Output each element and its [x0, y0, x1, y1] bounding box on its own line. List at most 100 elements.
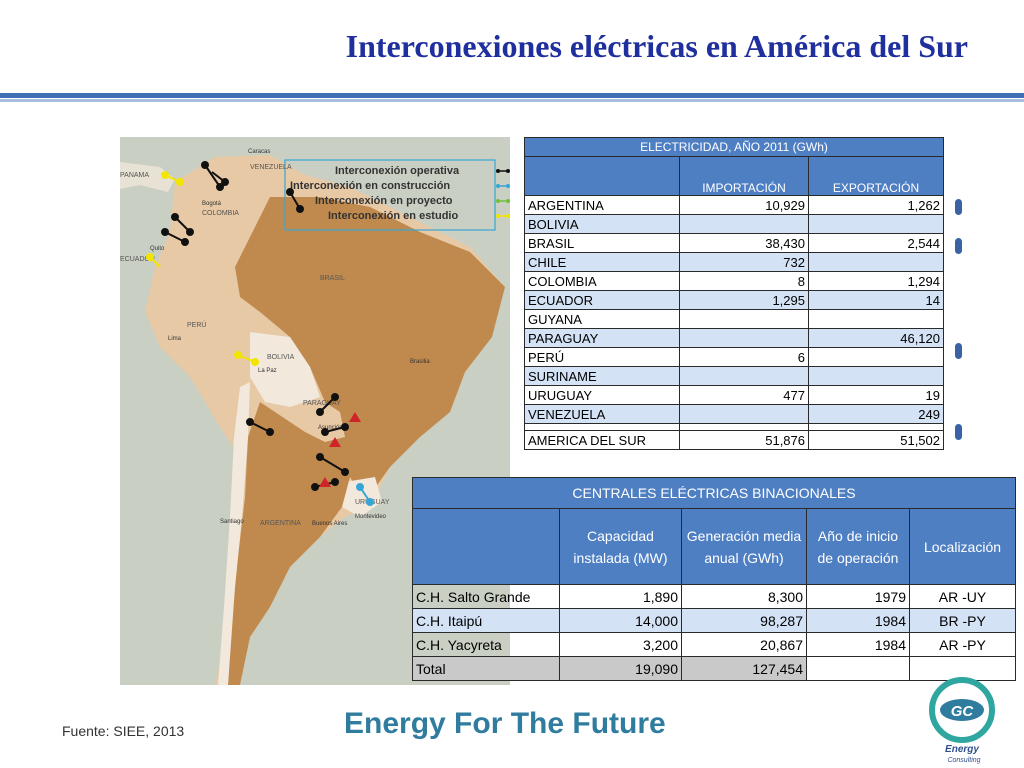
logo-word-consulting: Consulting [947, 757, 980, 764]
plant-name-cell: C.H. Salto Grande [412, 584, 560, 609]
electricity-country-cell: PARAGUAY [524, 328, 680, 348]
electricity-table-title-row: ELECTRICIDAD, AÑO 2011 (GWh) [524, 137, 944, 157]
electricity-import-cell: 8 [679, 271, 809, 291]
map-legend-box [284, 159, 496, 231]
electricity-import-cell: 38,430 [679, 233, 809, 253]
map-label-colombia: COLOMBIA [202, 210, 239, 217]
plant-capacity-cell: 14,000 [559, 608, 682, 633]
electricity-total-import: 51,876 [679, 430, 809, 450]
map-label-bolivia: BOLIVIA [267, 354, 295, 361]
map-chile [218, 382, 250, 685]
electricity-export-cell [808, 309, 944, 329]
electricity-country-cell: CHILE [524, 252, 680, 272]
row-marker [955, 343, 962, 359]
electricity-table-row: BRASIL 38,430 2,544 [524, 233, 944, 253]
plants-total-year [806, 656, 910, 681]
electricity-export-cell [808, 214, 944, 234]
map-city-brasilia: Brasilia [410, 359, 430, 365]
plants-col-location: Localización [909, 508, 1016, 585]
electricity-table-row: VENEZUELA 249 [524, 404, 944, 424]
map-city-lima: Lima [168, 336, 182, 342]
logo-ring [929, 677, 995, 743]
plant-location-cell: AR -PY [909, 632, 1016, 657]
plant-capacity-cell: 3,200 [559, 632, 682, 657]
electricity-import-cell [679, 404, 809, 424]
plants-table-row: C.H. Itaipú 14,000 98,287 1984 BR -PY [412, 608, 1016, 633]
logo-badge [940, 699, 984, 721]
electricity-country-cell: BRASIL [524, 233, 680, 253]
row-marker [955, 424, 962, 440]
map-city-buenos-aires: Buenos Aires [312, 521, 347, 527]
plant-year-cell: 1984 [806, 608, 910, 633]
plant-name-cell: C.H. Yacyreta [412, 632, 560, 657]
map-central-america [120, 162, 175, 192]
electricity-country-cell: BOLIVIA [524, 214, 680, 234]
legend-construccion-symbol [496, 184, 510, 188]
electricity-import-cell [679, 328, 809, 348]
title-divider-light [0, 99, 1024, 102]
plants-table-total-row: Total 19,090 127,454 [412, 656, 1016, 681]
electricity-table-row: SURINAME [524, 366, 944, 386]
electricity-country-cell: GUYANA [524, 309, 680, 329]
electricity-table-body: ARGENTINA 10,929 1,262 BOLIVIA BRASIL 38,430 2… [524, 195, 944, 424]
electricity-country-cell: ARGENTINA [524, 195, 680, 215]
electricity-export-cell: 46,120 [808, 328, 944, 348]
electricity-export-cell: 19 [808, 385, 944, 405]
plants-table-header-row: Capacidad instalada (MW) Generación media… [412, 508, 1016, 585]
map-label-peru: PERÚ [187, 320, 206, 329]
source-note: Fuente: SIEE, 2013 [62, 723, 185, 739]
legend-construccion-label: Interconexión en construcción [290, 180, 450, 192]
legend-operativa-symbol [496, 169, 510, 173]
plant-year-cell: 1979 [806, 584, 910, 609]
map-city-asuncion: Asunción [318, 425, 343, 431]
plant-year-cell: 1984 [806, 632, 910, 657]
map-brasil [235, 197, 505, 502]
plants-table-row: C.H. Yacyreta 3,200 20,867 1984 AR -PY [412, 632, 1016, 657]
electricity-import-cell [679, 366, 809, 386]
electricity-table-row: BOLIVIA [524, 214, 944, 234]
plant-name-cell: C.H. Itaipú [412, 608, 560, 633]
map-uruguay [342, 477, 382, 517]
legend-proyecto-symbol [496, 199, 510, 203]
plants-table-title-row: CENTRALES ELÉCTRICAS BINACIONALES [412, 477, 1016, 509]
plants-total-label: Total [412, 656, 560, 681]
electricity-table-row: PERÚ 6 [524, 347, 944, 367]
electricity-total-label: AMERICA DEL SUR [524, 430, 680, 450]
binational-plants-markers [319, 412, 361, 487]
map-label-panama: PANAMA [120, 172, 149, 179]
south-america-interconnection-map: Interconexión operativa Interconexión en… [120, 137, 510, 685]
map-city-bogota: Bogotá [202, 201, 222, 207]
logo-letters: GC [951, 703, 975, 720]
electricity-export-cell: 14 [808, 290, 944, 310]
map-label-venezuela: VENEZUELA [250, 164, 292, 171]
electricity-table-row: ECUADOR 1,295 14 [524, 290, 944, 310]
legend-proyecto-label: Interconexión en proyecto [315, 195, 453, 207]
binational-plants-table: CENTRALES ELÉCTRICAS BINACIONALES Capaci… [412, 477, 1016, 681]
electricity-col-country [524, 156, 680, 196]
map-label-argentina: ARGENTINA [260, 520, 301, 527]
map-argentina [228, 402, 350, 685]
electricity-import-cell: 6 [679, 347, 809, 367]
electricity-table-total-row: AMERICA DEL SUR 51,876 51,502 [524, 430, 944, 450]
electricity-export-cell [808, 252, 944, 272]
map-label-ecuador: ECUADOR [120, 256, 155, 263]
plants-col-generation: Generación media anual (GWh) [681, 508, 807, 585]
slogan: Energy For The Future [344, 707, 666, 740]
plant-capacity-cell: 1,890 [559, 584, 682, 609]
electricity-country-cell: URUGUAY [524, 385, 680, 405]
electricity-import-cell: 10,929 [679, 195, 809, 215]
legend-estudio-symbol [496, 214, 510, 218]
interconnections-construccion [356, 483, 374, 506]
row-marker [955, 199, 962, 215]
logo-word-energy: Energy [945, 744, 979, 755]
page-title: Interconexiones eléctricas en América de… [345, 28, 968, 64]
electricity-table-title: ELECTRICIDAD, AÑO 2011 (GWh) [524, 137, 944, 157]
map-bolivia [250, 332, 320, 407]
electricity-country-cell: ECUADOR [524, 290, 680, 310]
electricity-table-row: PARAGUAY 46,120 [524, 328, 944, 348]
plant-generation-cell: 98,287 [681, 608, 807, 633]
electricity-table-row: ARGENTINA 10,929 1,262 [524, 195, 944, 215]
gc-energy-consulting-logo: GC Energy Consulting [929, 677, 995, 764]
electricity-import-cell [679, 214, 809, 234]
plant-location-cell: BR -PY [909, 608, 1016, 633]
